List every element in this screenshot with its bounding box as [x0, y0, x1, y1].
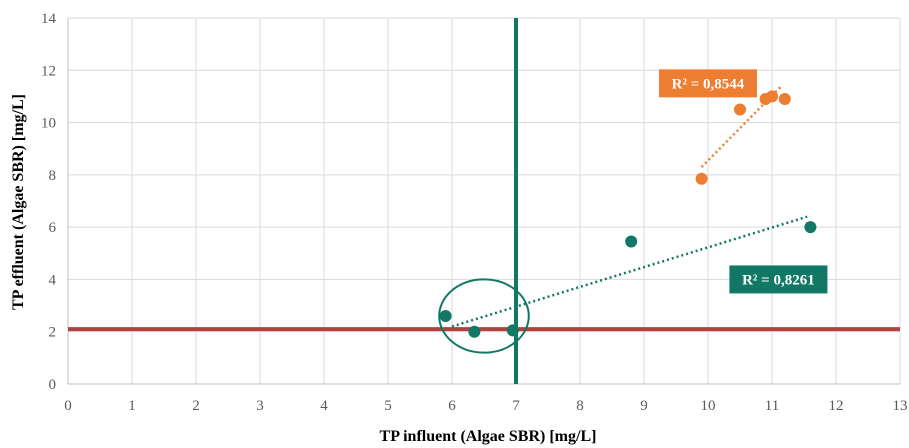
x-tick-label: 7 — [512, 398, 520, 414]
gridlines — [68, 17, 901, 384]
data-point-series-2 — [468, 325, 481, 338]
data-point-series-2 — [439, 310, 452, 323]
x-tick-label: 1 — [128, 398, 136, 414]
y-tick-label: 12 — [41, 63, 56, 79]
axes — [67, 18, 900, 385]
y-tick-label: 14 — [41, 11, 57, 27]
data-point-series-2 — [506, 324, 519, 337]
x-tick-label: 8 — [576, 398, 584, 414]
y-tick-label: 0 — [49, 377, 57, 393]
reference-lines — [68, 18, 900, 384]
r2-label-series-1: R² = 0,8544 — [672, 76, 745, 92]
y-tick-label: 6 — [49, 220, 57, 236]
r2-label-box-series-2 — [729, 265, 828, 294]
r2-label-series-2: R² = 0,8261 — [742, 272, 815, 288]
y-tick-label: 2 — [49, 325, 57, 341]
r2-labels: R² = 0,8544 R² = 0,8261 — [659, 69, 828, 294]
r2-label-box-series-1 — [659, 69, 757, 98]
data-points — [439, 90, 817, 338]
x-tick-label: 2 — [192, 398, 200, 414]
x-tick-label: 11 — [765, 398, 779, 414]
trendline-series-2 — [451, 215, 808, 328]
y-tick-label: 4 — [49, 272, 57, 288]
x-tick-label: 4 — [320, 398, 328, 414]
x-axis-title: TP influent (Algae SBR) [mg/L] — [380, 428, 597, 445]
y-tick-label: 10 — [41, 116, 56, 132]
x-tick-label: 12 — [829, 398, 844, 414]
data-point-series-1 — [734, 103, 746, 116]
x-tick-label: 0 — [64, 398, 72, 414]
data-point-series-1 — [778, 93, 791, 106]
y-tick-label: 8 — [49, 168, 57, 184]
data-point-series-1 — [766, 90, 778, 103]
x-tick-label: 5 — [384, 398, 392, 414]
highlight-ellipse — [438, 278, 530, 354]
data-point-series-2 — [625, 235, 638, 248]
data-point-series-2 — [804, 221, 817, 234]
x-tick-label: 3 — [256, 398, 264, 414]
trendline-series-1 — [700, 85, 783, 168]
x-tick-label: 6 — [448, 398, 456, 414]
trendlines — [451, 85, 808, 328]
x-tick-label: 13 — [893, 398, 908, 414]
x-tick-label: 9 — [640, 398, 648, 414]
y-axis-title: TP effluent (Algae SBR) [mg/L] — [10, 94, 27, 310]
x-tick-label: 10 — [701, 398, 716, 414]
data-point-series-1 — [695, 172, 708, 185]
